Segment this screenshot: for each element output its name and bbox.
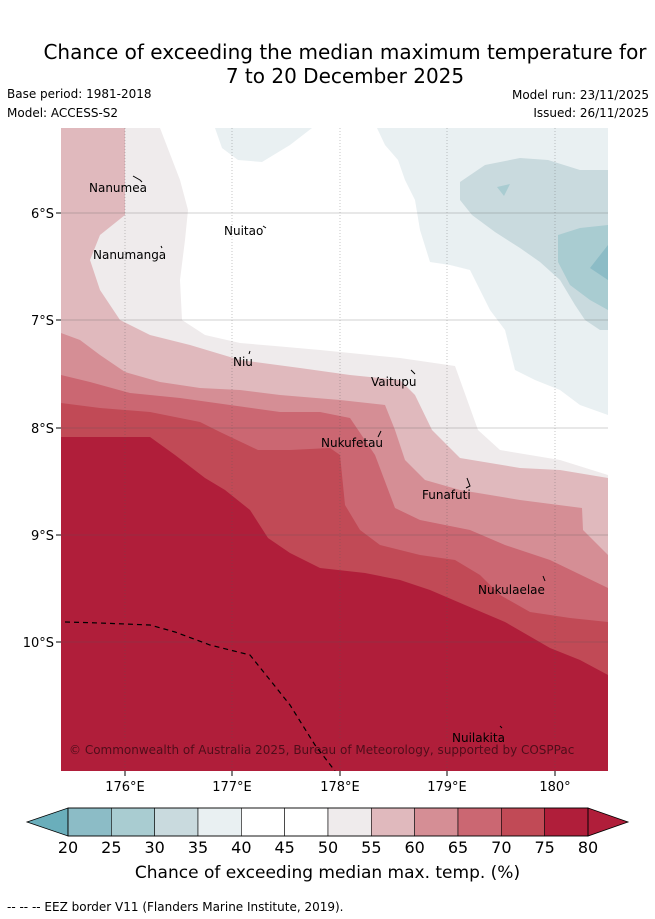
lat-label-8s: 8°S (31, 422, 54, 437)
colorbar: 20 25 30 35 40 45 50 55 60 65 70 75 80 (25, 807, 630, 857)
colorbar-segment (371, 807, 415, 837)
lat-label-7s: 7°S (31, 314, 54, 329)
island-label-vaitupu: Vaitupu (371, 375, 417, 389)
colorbar-tick-label: 40 (231, 838, 251, 857)
lon-label-180: 180° (539, 780, 570, 795)
colorbar-tick-label: 50 (318, 838, 338, 857)
model-run-label: Model run: 23/11/2025 (511, 88, 649, 102)
lon-label-178e: 178°E (320, 780, 360, 795)
model-label: Model: ACCESS-S2 (7, 106, 119, 120)
colorbar-label: Chance of exceeding median max. temp. (%… (134, 863, 521, 883)
lon-label-179e: 179°E (427, 780, 467, 795)
colorbar-segment (284, 807, 329, 837)
lat-label-9s: 9°S (31, 529, 54, 544)
island-label-nuitao: Nuitao (224, 224, 263, 238)
colorbar-segment (111, 807, 155, 837)
issued-label: Issued: 26/11/2025 (533, 106, 649, 120)
colorbar-segment (67, 807, 112, 837)
probability-contours (61, 128, 608, 771)
colorbar-tick-label: 45 (274, 838, 294, 857)
colorbar-segment (501, 807, 545, 837)
lon-label-177e: 177°E (212, 780, 252, 795)
lon-labels: 176°E 177°E 178°E 179°E 180° (105, 780, 570, 795)
contour-40-45-nw (215, 128, 312, 162)
lat-label-6s: 6°S (31, 207, 54, 222)
colorbar-tick-label: 20 (58, 838, 78, 857)
colorbar-tick-label: 60 (404, 838, 424, 857)
colorbar-min-arrow (25, 807, 69, 837)
contour-35-40 (460, 158, 608, 330)
island-labels: Nanumea Nanumanga Nuitao Niu Vaitupu Nuk… (89, 181, 545, 745)
lat-label-10s: 10°S (23, 636, 54, 651)
colorbar-tick-label: 35 (188, 838, 208, 857)
colorbar-tick-label: 25 (101, 838, 121, 857)
island-label-nanumanga: Nanumanga (93, 248, 166, 262)
title-line-1: Chance of exceeding the median maximum t… (43, 40, 647, 64)
island-label-nukufetau: Nukufetau (321, 436, 383, 450)
island-label-nukulaelae: Nukulaelae (478, 583, 545, 597)
lon-label-176e: 176°E (105, 780, 145, 795)
colorbar-tick-label: 75 (534, 838, 554, 857)
island-label-nuilakita: Nuilakita (452, 731, 505, 745)
axis-ticks (56, 212, 556, 776)
graticule (61, 128, 608, 771)
island-label-funafuti: Funafuti (422, 488, 471, 502)
colorbar-tick-label: 65 (448, 838, 468, 857)
colorbar-tick-label: 30 (144, 838, 164, 857)
base-period-label: Base period: 1981-2018 (7, 87, 152, 101)
colorbar-tick-label: 80 (578, 838, 598, 857)
eez-footnote: -- -- -- EEZ border V11 (Flanders Marine… (7, 900, 344, 914)
island-shapes (132, 175, 546, 729)
colorbar-segment (327, 807, 372, 837)
colorbar-segment (457, 807, 502, 837)
title-line-2: 7 to 20 December 2025 (225, 64, 465, 88)
copyright-credit: © Commonwealth of Australia 2025, Bureau… (69, 743, 575, 757)
lat-labels: 6°S 7°S 8°S 9°S 10°S (23, 207, 54, 651)
colorbar-segment (414, 807, 459, 837)
island-label-niu: Niu (233, 355, 253, 369)
colorbar-segment (154, 807, 199, 837)
colorbar-segment (544, 807, 589, 837)
colorbar-tick-label: 55 (361, 838, 381, 857)
contour-25-30 (590, 245, 608, 280)
colorbar-segment (197, 807, 242, 837)
map-title: Chance of exceeding the median maximum t… (0, 40, 655, 88)
colorbar-max-arrow (587, 807, 630, 837)
contour-30-35 (558, 225, 608, 310)
colorbar-tick-label: 70 (491, 838, 511, 857)
contour-35-40-small (497, 184, 510, 196)
contour-80-plus (61, 437, 608, 771)
colorbar-segment (241, 807, 285, 837)
island-label-nanumea: Nanumea (89, 181, 147, 195)
